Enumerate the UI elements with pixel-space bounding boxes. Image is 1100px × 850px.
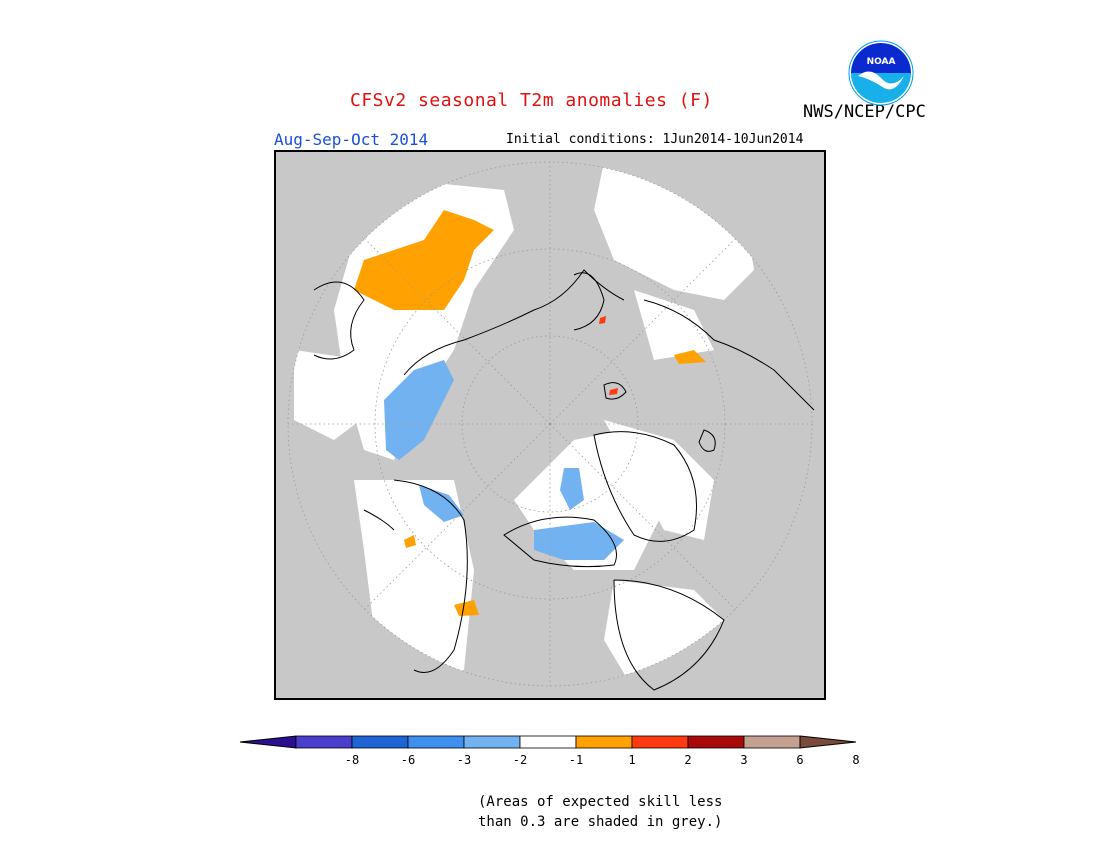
coast-scandinavia (393, 479, 468, 673)
cool-anomaly-scandinavia (419, 485, 464, 522)
hot-anomaly-spot-1 (599, 316, 606, 324)
agency-label: NWS/NCEP/CPC (803, 102, 926, 122)
skill-note-line-1: (Areas of expected skill less (478, 794, 723, 810)
map-frame (274, 150, 826, 700)
legend-arrow-high (799, 735, 857, 749)
legend-swatch (463, 735, 521, 749)
legend-tick-label: 6 (796, 753, 803, 767)
coast-alaska (643, 299, 815, 411)
anomaly-map (274, 150, 826, 700)
legend-tick-label: -3 (457, 753, 471, 767)
legend-swatch (351, 735, 409, 749)
cool-anomaly-greenland-west (560, 468, 584, 510)
cool-anomaly-siberia (384, 360, 454, 460)
legend-arrow-low (239, 735, 297, 749)
legend-tick-label: -1 (569, 753, 583, 767)
skill-note-line-2: than 0.3 are shaded in grey.) (478, 814, 723, 830)
coastlines (313, 269, 815, 691)
coast-small-island (698, 429, 716, 452)
cool-anomaly-canadian-archipelago (534, 522, 624, 560)
neutral-region-baffin (604, 420, 714, 540)
color-legend: -8 -6 -3 -2 -1 1 2 3 6 8 (239, 735, 860, 767)
map-title: CFSv2 seasonal T2m anomalies (F) (350, 90, 713, 111)
coast-east-asia (313, 281, 365, 360)
initial-conditions-label: Initial conditions: 1Jun2014-10Jun2014 (506, 132, 804, 147)
coast-island (603, 382, 627, 400)
legend-swatch (743, 735, 801, 749)
legend-tick-label: 2 (684, 753, 691, 767)
legend-swatch (575, 735, 633, 749)
legend-swatch (519, 735, 577, 749)
neutral-region-alaska (634, 290, 714, 360)
logo-text: NOAA (867, 57, 896, 67)
legend-ticks: -8 -6 -3 -2 -1 1 2 3 6 8 (345, 753, 860, 767)
legend-swatch (631, 735, 689, 749)
coast-canadian-archipelago (503, 516, 617, 568)
legend-swatch (295, 735, 353, 749)
coast-siberia (403, 269, 625, 376)
noaa-logo: NOAA (848, 40, 914, 106)
legend-tick-label: -2 (513, 753, 527, 767)
legend-tick-label: -6 (401, 753, 415, 767)
legend-tick-label: 1 (628, 753, 635, 767)
coast-canada (613, 579, 725, 691)
legend-swatch (687, 735, 745, 749)
warm-anomaly-spot-4 (674, 350, 706, 364)
legend-tick-label: 3 (740, 753, 747, 767)
warm-anomaly-east-asia (354, 210, 494, 310)
coast-greenland (593, 431, 697, 542)
legend-tick-label: 8 (852, 753, 859, 767)
season-label: Aug-Sep-Oct 2014 (274, 130, 429, 149)
legend-swatch (407, 735, 465, 749)
skill-note: (Areas of expected skill less than 0.3 a… (478, 792, 722, 832)
neutral-region-china (294, 350, 374, 440)
hot-anomaly-spot-2 (609, 388, 618, 395)
longitude-lines (288, 162, 812, 686)
warm-anomaly-spot-1 (404, 535, 416, 548)
coast-iceland (363, 509, 395, 531)
warm-anomaly-spot-2 (454, 600, 479, 616)
coast-new-siberian-islands (573, 272, 605, 331)
legend-swatches (239, 735, 857, 749)
legend-tick-label: -8 (345, 753, 359, 767)
